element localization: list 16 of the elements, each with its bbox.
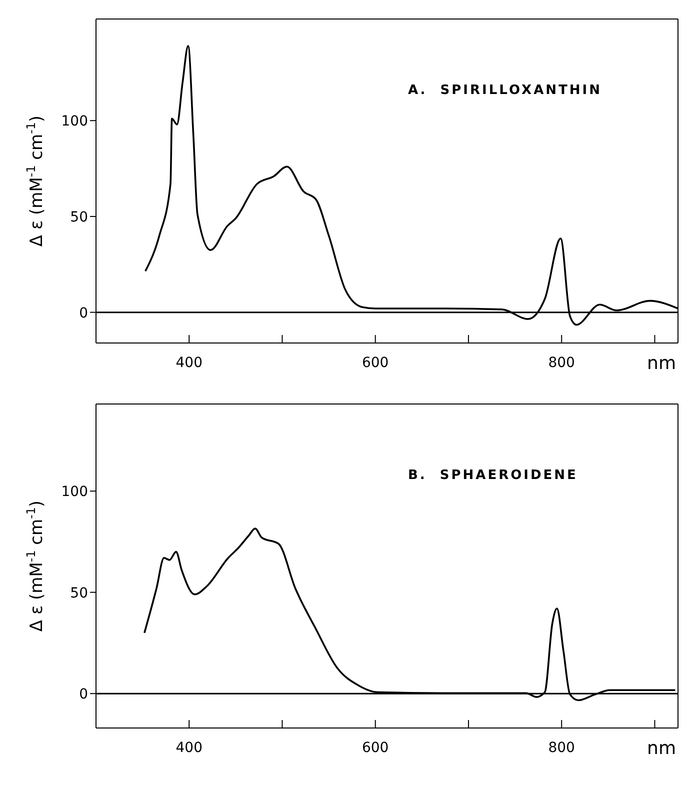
annotation: A. SPIRILLOXANTHIN: [408, 83, 602, 98]
x-tick-label: 400: [176, 354, 202, 371]
x-tick-label: 600: [362, 740, 389, 756]
x-tick-label: 400: [176, 740, 202, 756]
x-axis-title: nm: [647, 353, 676, 374]
y-tick-label: 100: [61, 114, 88, 130]
x-tick-label: 600: [362, 354, 389, 371]
x-tick-label: 800: [548, 354, 575, 371]
y-tick-label: 0: [79, 305, 88, 322]
y-tick-label: 0: [79, 686, 88, 703]
y-tick-label: 50: [70, 209, 88, 226]
y-tick-label: 100: [61, 484, 88, 500]
x-tick-label: 800: [548, 740, 575, 756]
x-axis-title: nm: [647, 738, 676, 759]
annotation: B. SPHAEROIDENE: [408, 468, 578, 483]
y-tick-label: 50: [70, 585, 88, 602]
